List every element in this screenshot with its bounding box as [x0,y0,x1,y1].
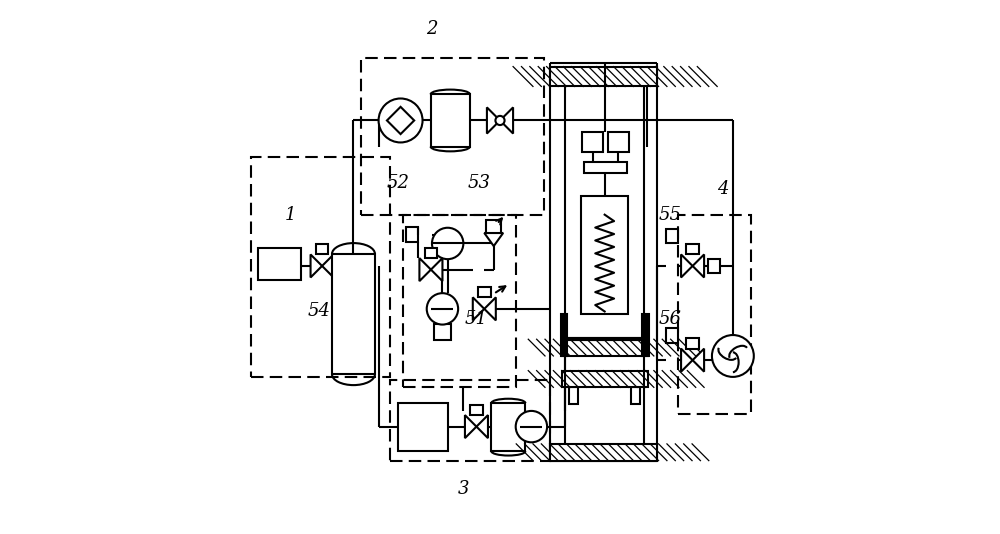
Text: 4: 4 [717,179,728,198]
Polygon shape [693,349,704,372]
Polygon shape [419,258,431,281]
Bar [582,132,603,152]
Text: 3: 3 [458,481,469,498]
Bar [431,95,470,147]
Bar [642,314,649,356]
Polygon shape [693,254,704,278]
Bar [478,287,491,297]
Bar [398,403,448,451]
Bar [491,403,525,451]
Bar [361,58,544,215]
Bar [550,444,657,461]
Bar [403,215,516,387]
Bar [666,328,678,343]
Bar [561,314,567,356]
Bar [550,444,657,461]
Bar [581,197,628,314]
Polygon shape [681,254,693,278]
Bar [562,339,648,356]
Polygon shape [431,258,442,281]
Bar [686,338,699,349]
Polygon shape [465,415,476,438]
Bar [390,380,550,461]
Polygon shape [473,297,484,320]
Polygon shape [484,297,496,320]
Circle shape [712,335,754,377]
Polygon shape [311,254,322,278]
Polygon shape [681,349,693,372]
Circle shape [516,411,547,442]
Polygon shape [322,254,334,278]
Bar [434,324,451,340]
Text: 1: 1 [285,206,296,224]
Text: 54: 54 [308,302,331,320]
Polygon shape [500,107,513,134]
Bar [708,258,720,273]
Bar [470,405,483,415]
Bar [686,244,699,254]
Polygon shape [484,233,503,246]
Bar [584,162,627,173]
Bar [486,220,501,233]
Bar [608,132,629,152]
Bar [666,229,678,244]
Bar [550,67,657,87]
Bar [562,371,648,387]
Text: 51: 51 [465,310,488,328]
Polygon shape [487,107,500,134]
Bar [562,371,648,387]
Circle shape [427,293,458,325]
Bar [631,387,640,404]
Bar [569,387,578,404]
Text: 55: 55 [659,206,682,224]
Bar [678,215,751,413]
Polygon shape [476,415,488,438]
Bar [316,244,328,254]
Bar [332,254,375,374]
Text: 52: 52 [386,174,409,192]
Circle shape [495,116,505,125]
Text: 2: 2 [426,20,438,38]
Bar [258,248,301,280]
Bar [251,157,390,377]
Circle shape [432,228,463,259]
Bar [406,227,418,242]
Bar [562,339,648,356]
Text: 53: 53 [468,174,491,192]
Circle shape [379,98,423,143]
Text: 56: 56 [659,310,682,328]
Bar [425,248,437,258]
Bar [550,67,657,87]
